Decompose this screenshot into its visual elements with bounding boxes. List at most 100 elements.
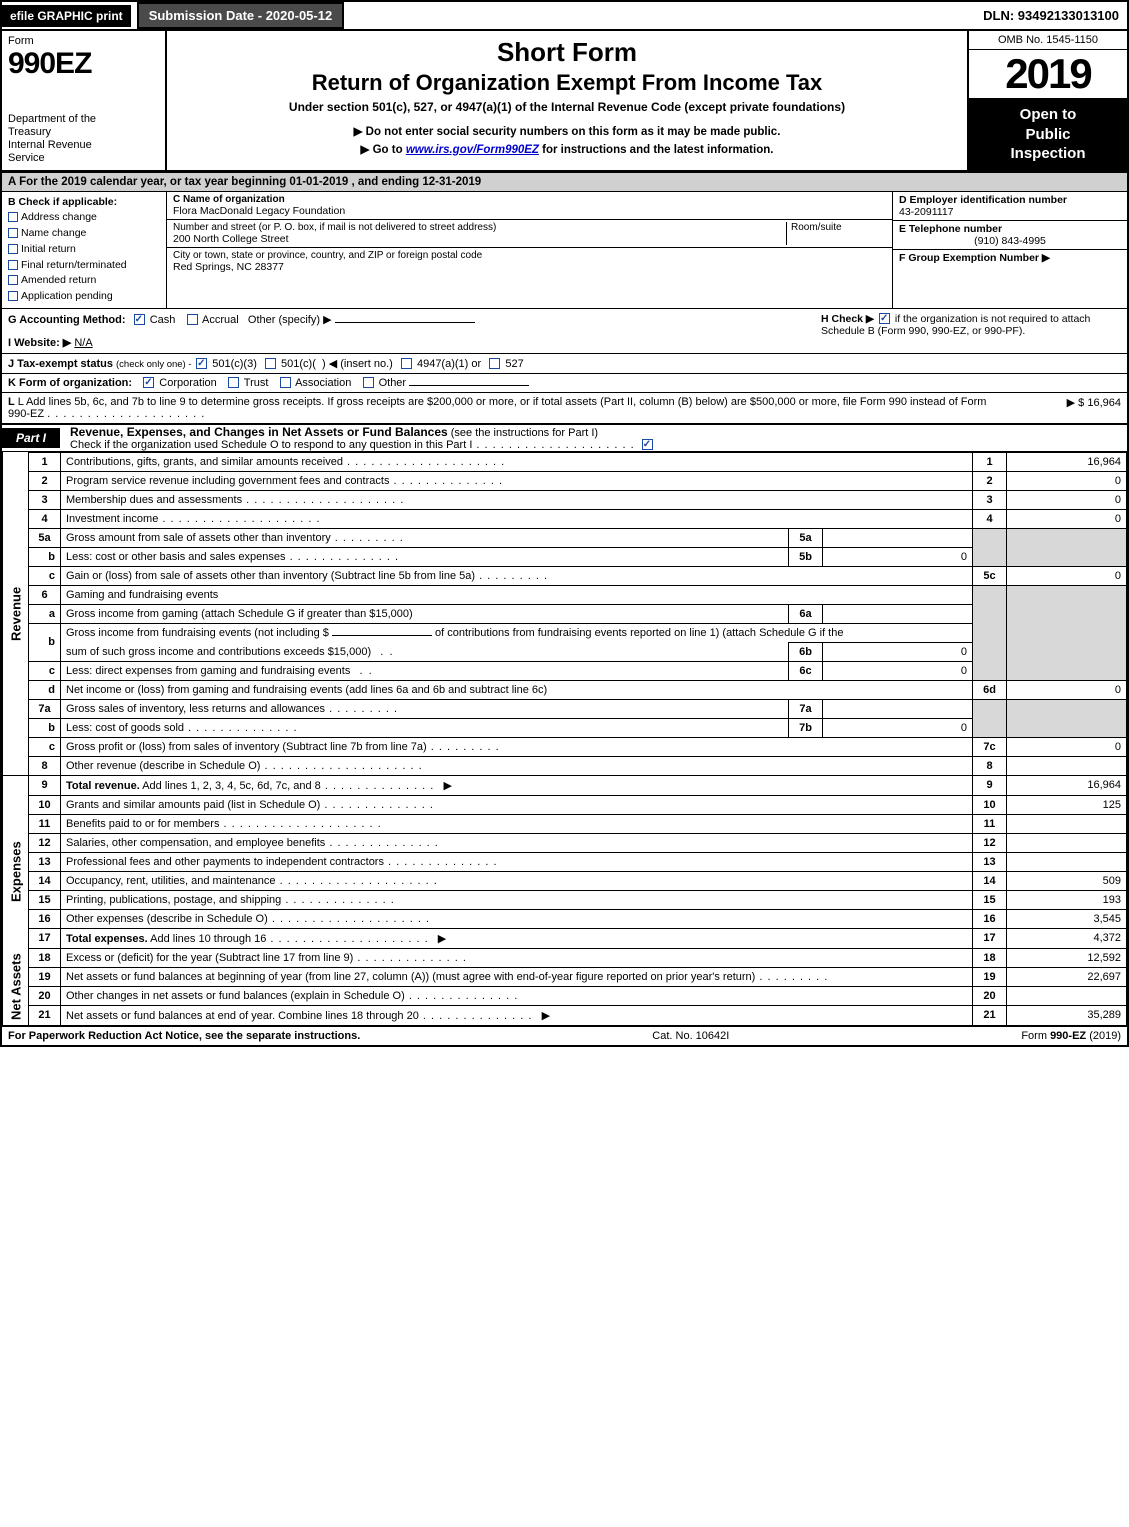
line-7b: b Less: cost of goods sold 7b 0 bbox=[3, 718, 1127, 737]
goto-line: ▶ Go to www.irs.gov/Form990EZ for instru… bbox=[177, 142, 957, 156]
check-501c[interactable] bbox=[265, 358, 276, 369]
line-21: 21 Net assets or fund balances at end of… bbox=[3, 1005, 1127, 1025]
check-if-applicable: B Check if applicable: Address change Na… bbox=[2, 192, 167, 308]
check-association[interactable] bbox=[280, 377, 291, 388]
line-14: 14 Occupancy, rent, utilities, and maint… bbox=[3, 871, 1127, 890]
address-value: 200 North College Street bbox=[173, 233, 786, 245]
ein-label: D Employer identification number bbox=[899, 194, 1121, 206]
header-center: Short Form Return of Organization Exempt… bbox=[167, 31, 967, 170]
check-trust[interactable] bbox=[228, 377, 239, 388]
entity-center: C Name of organization Flora MacDonald L… bbox=[167, 192, 892, 308]
form-page: efile GRAPHIC print Submission Date - 20… bbox=[0, 0, 1129, 1047]
part1-header: Part I Revenue, Expenses, and Changes in… bbox=[2, 424, 1127, 452]
line-6b-1: b Gross income from fundraising events (… bbox=[3, 623, 1127, 642]
revenue-side-label: Revenue bbox=[3, 452, 29, 775]
check-application-pending[interactable]: Application pending bbox=[8, 289, 160, 305]
header-left: Form 990EZ Department of theTreasuryInte… bbox=[2, 31, 167, 170]
room-suite-label: Room/suite bbox=[786, 222, 886, 245]
line-9: 9 Total revenue. Add lines 1, 2, 3, 4, 5… bbox=[3, 775, 1127, 795]
ssn-warning: ▶ Do not enter social security numbers o… bbox=[177, 124, 957, 138]
h-label: H Check ▶ bbox=[821, 313, 874, 325]
line-20: 20 Other changes in net assets or fund b… bbox=[3, 986, 1127, 1005]
entity-right: D Employer identification number 43-2091… bbox=[892, 192, 1127, 308]
check-schedule-b[interactable] bbox=[879, 313, 890, 324]
irs-link[interactable]: www.irs.gov/Form990EZ bbox=[406, 144, 539, 156]
dln-label: DLN: 93492133013100 bbox=[975, 4, 1127, 27]
check-name-change[interactable]: Name change bbox=[8, 226, 160, 242]
tax-year: 2019 bbox=[1005, 50, 1090, 97]
city-row: City or town, state or province, country… bbox=[167, 248, 892, 275]
footer-left: For Paperwork Reduction Act Notice, see … bbox=[8, 1030, 360, 1042]
return-title: Return of Organization Exempt From Incom… bbox=[177, 70, 957, 96]
check-other-org[interactable] bbox=[363, 377, 374, 388]
department-text: Department of theTreasuryInternal Revenu… bbox=[8, 113, 159, 166]
footer-center: Cat. No. 10642I bbox=[652, 1030, 729, 1042]
h-schedule-b: H Check ▶ if the organization is not req… bbox=[821, 313, 1121, 349]
line-6d: d Net income or (loss) from gaming and f… bbox=[3, 680, 1127, 699]
goto-pre: ▶ Go to bbox=[361, 144, 406, 156]
form-of-org-row: K Form of organization: Corporation Trus… bbox=[2, 374, 1127, 393]
j-text: J Tax-exempt status bbox=[8, 358, 113, 370]
ein-row: D Employer identification number 43-2091… bbox=[893, 192, 1127, 221]
entity-block: B Check if applicable: Address change Na… bbox=[2, 192, 1127, 309]
line-12: 12 Salaries, other compensation, and emp… bbox=[3, 833, 1127, 852]
line-3: 3 Membership dues and assessments 3 0 bbox=[3, 490, 1127, 509]
line-6: 6 Gaming and fundraising events bbox=[3, 585, 1127, 604]
phone-row: E Telephone number (910) 843-4995 bbox=[893, 221, 1127, 250]
line-5b: b Less: cost or other basis and sales ex… bbox=[3, 547, 1127, 566]
line-4: 4 Investment income 4 0 bbox=[3, 509, 1127, 528]
line-16: 16 Other expenses (describe in Schedule … bbox=[3, 909, 1127, 928]
phone-value: (910) 843-4995 bbox=[899, 235, 1121, 247]
check-address-change[interactable]: Address change bbox=[8, 210, 160, 226]
phone-label: E Telephone number bbox=[899, 223, 1121, 235]
form-lines-table: Revenue 1 Contributions, gifts, grants, … bbox=[2, 452, 1127, 1026]
g-accounting: G Accounting Method: Cash Accrual Other … bbox=[8, 313, 821, 349]
group-exemption-row: F Group Exemption Number ▶ bbox=[893, 250, 1127, 266]
check-527[interactable] bbox=[489, 358, 500, 369]
ein-value: 43-2091117 bbox=[899, 206, 1121, 218]
line-11: 11 Benefits paid to or for members 11 bbox=[3, 814, 1127, 833]
group-exemption-label: F Group Exemption Number ▶ bbox=[899, 252, 1121, 264]
tax-year-row: A For the 2019 calendar year, or tax yea… bbox=[2, 173, 1127, 192]
check-amended-return[interactable]: Amended return bbox=[8, 273, 160, 289]
l-amount: ▶ $ 16,964 bbox=[1011, 396, 1121, 420]
i-label: I Website: ▶ bbox=[8, 337, 71, 349]
org-name-row: C Name of organization Flora MacDonald L… bbox=[167, 192, 892, 220]
website-value: N/A bbox=[74, 337, 92, 349]
g-label: G Accounting Method: bbox=[8, 314, 126, 326]
header-right: OMB No. 1545-1150 2019 Open toPublicInsp… bbox=[967, 31, 1127, 170]
org-name: Flora MacDonald Legacy Foundation bbox=[173, 205, 886, 217]
check-501c3[interactable] bbox=[196, 358, 207, 369]
check-cash[interactable] bbox=[134, 314, 145, 325]
line-13: 13 Professional fees and other payments … bbox=[3, 852, 1127, 871]
tax-exempt-status-row: J Tax-exempt status (check only one) - 5… bbox=[2, 354, 1127, 374]
check-final-return[interactable]: Final return/terminated bbox=[8, 258, 160, 274]
under-section-text: Under section 501(c), 527, or 4947(a)(1)… bbox=[177, 100, 957, 114]
line-18: Net Assets 18 Excess or (deficit) for th… bbox=[3, 948, 1127, 967]
page-footer: For Paperwork Reduction Act Notice, see … bbox=[2, 1026, 1127, 1045]
netassets-side-label: Net Assets bbox=[3, 948, 29, 1025]
check-4947[interactable] bbox=[401, 358, 412, 369]
efile-print-button[interactable]: efile GRAPHIC print bbox=[2, 5, 131, 27]
accounting-method-row: G Accounting Method: Cash Accrual Other … bbox=[2, 309, 1127, 354]
check-accrual[interactable] bbox=[187, 314, 198, 325]
line-10: Expenses 10 Grants and similar amounts p… bbox=[3, 795, 1127, 814]
line-6a: a Gross income from gaming (attach Sched… bbox=[3, 604, 1127, 623]
part1-tab: Part I bbox=[2, 428, 60, 448]
expenses-side-label: Expenses bbox=[3, 795, 29, 948]
form-header: Form 990EZ Department of theTreasuryInte… bbox=[2, 31, 1127, 173]
part1-title: Revenue, Expenses, and Changes in Net As… bbox=[60, 425, 448, 439]
check-corporation[interactable] bbox=[143, 377, 154, 388]
line-7a: 7a Gross sales of inventory, less return… bbox=[3, 699, 1127, 718]
city-label: City or town, state or province, country… bbox=[173, 250, 886, 261]
gross-receipts-row: L L Add lines 5b, 6c, and 7b to line 9 t… bbox=[2, 393, 1127, 424]
check-initial-return[interactable]: Initial return bbox=[8, 242, 160, 258]
tax-year-box: 2019 bbox=[969, 50, 1127, 99]
submission-date-button[interactable]: Submission Date - 2020-05-12 bbox=[137, 2, 345, 29]
line-2: 2 Program service revenue including gove… bbox=[3, 471, 1127, 490]
k-label: K Form of organization: bbox=[8, 377, 132, 389]
check-schedule-o[interactable] bbox=[642, 439, 653, 450]
form-number: 990EZ bbox=[8, 47, 159, 81]
goto-post: for instructions and the latest informat… bbox=[539, 144, 774, 156]
org-name-label: C Name of organization bbox=[173, 194, 886, 205]
